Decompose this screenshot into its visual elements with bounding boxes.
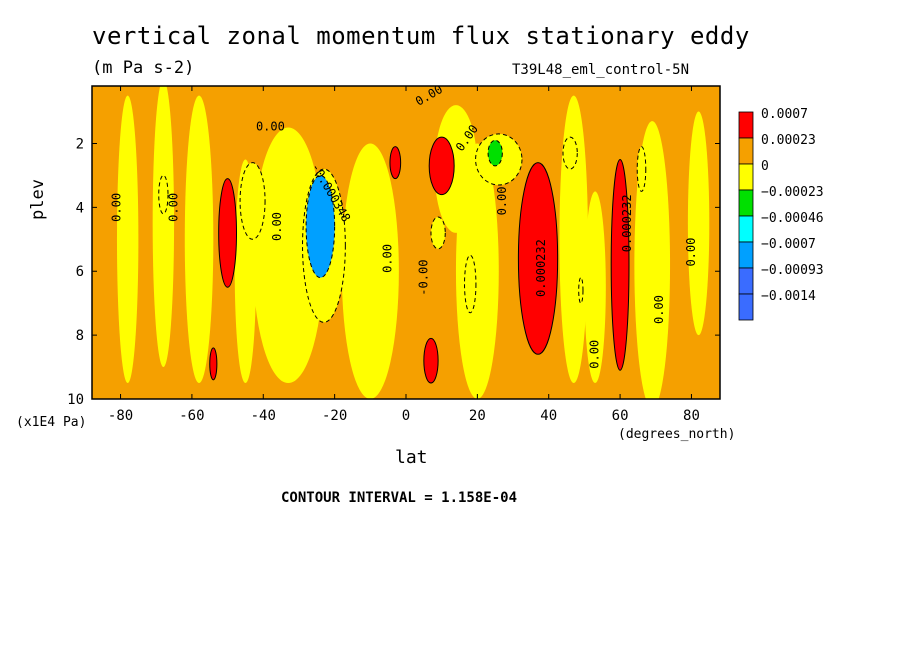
near-zero-band [584, 191, 606, 384]
legend-label: −0.0007 [761, 237, 816, 252]
contour-label: 0.00 [270, 212, 284, 241]
chart-title: vertical zonal momentum flux stationary … [92, 22, 750, 50]
x-axis-units: (degrees_north) [618, 427, 736, 442]
contour-region [305, 174, 336, 279]
legend-swatch [738, 241, 754, 269]
contour-region [487, 139, 503, 167]
legend-swatch [738, 163, 754, 191]
contour-region [389, 146, 402, 180]
near-zero-band [634, 121, 671, 399]
contour-region [423, 337, 439, 384]
contour-region [209, 347, 218, 381]
contour-region [464, 254, 477, 314]
legend-label: −0.0014 [761, 289, 816, 304]
legend-swatch [738, 215, 754, 243]
near-zero-band [687, 111, 710, 336]
contour-label: 0.00 [684, 238, 698, 267]
legend-swatch [738, 189, 754, 217]
near-zero-band [341, 143, 399, 399]
contour-label: 0.000232 [534, 239, 548, 297]
contour-label: 0.00 [652, 295, 666, 324]
legend-label: −0.00046 [761, 211, 824, 226]
legend-swatch [738, 111, 754, 139]
y-tick-label: 4 [76, 200, 84, 216]
y-tick-label: 6 [76, 264, 84, 280]
dataset-label: T39L48_eml_control-5N [512, 62, 690, 78]
y-axis-units: (x1E4 Pa) [16, 415, 87, 430]
near-zero-band [559, 95, 588, 384]
near-zero-band [434, 105, 478, 233]
contour-region [562, 136, 578, 170]
legend-label: −0.00023 [761, 185, 824, 200]
x-tick-label: -80 [108, 408, 133, 424]
field-shading: 0.00 0.000.000.00-0.0003480.000.00-0.000.… [110, 86, 710, 399]
legend-label: 0.0007 [761, 107, 808, 122]
contour-region [578, 277, 584, 304]
contour-region [428, 136, 455, 196]
legend-swatch [738, 137, 754, 165]
near-zero-band [252, 127, 324, 384]
contour-region [636, 146, 647, 192]
near-zero-band [184, 95, 214, 384]
contour-region [239, 162, 266, 240]
x-tick-label: 20 [469, 408, 486, 424]
contour-interval-note: CONTOUR INTERVAL = 1.158E-04 [281, 490, 518, 506]
contour-label: 0.000232 [620, 194, 634, 252]
legend-label: −0.00093 [761, 263, 824, 278]
contour-label: 0.00 [381, 244, 395, 273]
legend-swatch [738, 267, 754, 295]
contour-region [517, 162, 559, 355]
x-tick-label: 0 [402, 408, 410, 424]
contour-label: 0.00 [167, 193, 181, 222]
y-tick-label: 8 [76, 328, 84, 344]
legend-swatch [738, 293, 754, 321]
near-zero-band [152, 86, 175, 368]
contour-region [610, 158, 630, 371]
y-tick-label: 10 [67, 392, 84, 408]
contour-region [218, 178, 238, 288]
contour-label: 0.00 [256, 120, 285, 134]
x-tick-label: 60 [612, 408, 629, 424]
x-tick-label: -20 [322, 408, 347, 424]
contour-region [158, 174, 169, 215]
x-tick-label: 40 [540, 408, 557, 424]
contour-label: 0.00 [495, 187, 509, 216]
contour-region [430, 216, 446, 250]
x-tick-label: 80 [683, 408, 700, 424]
contour-label: 0.00 [588, 340, 602, 369]
near-zero-band [116, 95, 139, 384]
x-axis-label: lat [395, 447, 428, 468]
x-tick-label: -40 [251, 408, 276, 424]
contour-label: -0.00 [416, 260, 430, 296]
chart-units: (m Pa s-2) [92, 58, 195, 78]
y-tick-label: 2 [76, 136, 84, 152]
legend-label: 0.00023 [761, 133, 816, 148]
x-tick-label: -60 [179, 408, 204, 424]
contour-label: 0.00 [110, 193, 124, 222]
legend-label: 0 [761, 159, 769, 174]
